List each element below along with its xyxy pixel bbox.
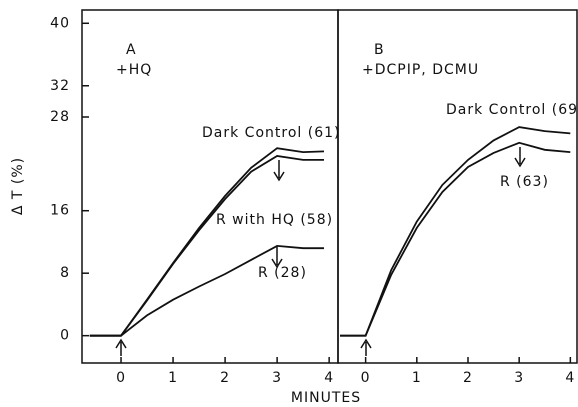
series-line — [89, 147, 325, 337]
series-label: Dark Control (69) — [446, 102, 578, 118]
x-tick-label: 2 — [463, 370, 473, 386]
panel-label: B — [374, 42, 385, 58]
x-tick-label: 0 — [361, 370, 371, 386]
arrow — [360, 338, 372, 356]
x-tick-label: 3 — [272, 370, 282, 386]
x-tick-label: 4 — [565, 370, 575, 386]
y-tick-label: 8 — [60, 265, 70, 281]
series-line — [340, 141, 571, 337]
x-tick-label: 0 — [116, 370, 126, 386]
series-label: R (28) — [258, 265, 307, 281]
y-tick-label: 16 — [50, 203, 70, 219]
series-label: R (63) — [500, 174, 549, 190]
series-label: R with HQ (58) — [216, 212, 333, 228]
arrow — [273, 160, 285, 182]
y-tick-label: 28 — [50, 109, 70, 125]
y-axis-label: Δ T (%) — [10, 157, 26, 215]
panel-label: A — [126, 42, 137, 58]
treatment-label: +HQ — [116, 62, 152, 78]
arrow — [115, 338, 127, 356]
series-line — [340, 126, 571, 337]
y-tick-label: 40 — [50, 15, 70, 31]
x-tick-label: 4 — [324, 370, 334, 386]
arrow — [271, 247, 283, 269]
x-axis-label: MINUTES — [291, 390, 361, 406]
series-line — [89, 244, 324, 337]
x-tick-label: 1 — [412, 370, 422, 386]
series-line — [89, 155, 324, 337]
arrow — [514, 147, 526, 168]
x-tick-label: 3 — [514, 370, 524, 386]
x-tick-label: 1 — [168, 370, 178, 386]
x-tick-label: 2 — [220, 370, 230, 386]
panel-b-frame — [337, 9, 578, 364]
treatment-label: +DCPIP, DCMU — [362, 62, 479, 78]
y-tick-label: 0 — [60, 328, 70, 344]
series-label: Dark Control (61) — [202, 125, 340, 141]
y-tick-label: 32 — [50, 78, 70, 94]
